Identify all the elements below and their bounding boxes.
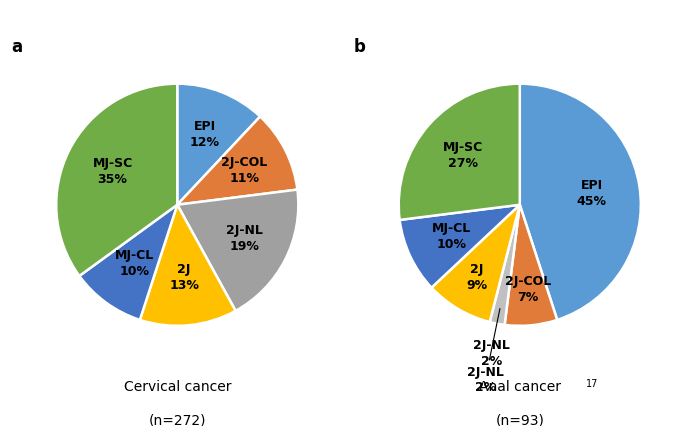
Text: a: a (11, 38, 22, 56)
Text: 17: 17 (586, 379, 599, 389)
Wedge shape (177, 116, 297, 205)
Wedge shape (490, 205, 520, 325)
Wedge shape (432, 205, 520, 322)
Text: EPI
12%: EPI 12% (190, 121, 220, 150)
Wedge shape (505, 205, 557, 326)
Text: (n=93): (n=93) (495, 414, 544, 426)
Text: (n=272): (n=272) (149, 414, 206, 426)
Text: MJ-CL
10%: MJ-CL 10% (432, 222, 471, 251)
Text: b: b (353, 38, 365, 56)
Wedge shape (140, 205, 236, 326)
Wedge shape (56, 83, 177, 276)
Text: 2J-COL
11%: 2J-COL 11% (221, 156, 267, 185)
Text: 2J-COL
7%: 2J-COL 7% (505, 275, 551, 304)
Text: EPI
45%: EPI 45% (577, 179, 606, 208)
Wedge shape (177, 190, 299, 311)
Text: 2J-NL
2%: 2J-NL 2% (473, 339, 510, 368)
Text: 2J-NL
19%: 2J-NL 19% (226, 225, 262, 253)
Wedge shape (177, 83, 260, 205)
Text: 2J
13%: 2J 13% (169, 262, 199, 291)
Text: 2J-NL
2%: 2J-NL 2% (467, 308, 503, 394)
Text: Cervical cancer: Cervical cancer (123, 380, 231, 394)
Text: MJ-CL
10%: MJ-CL 10% (115, 249, 154, 278)
Text: 2J
9%: 2J 9% (466, 263, 487, 292)
Text: MJ-SC
35%: MJ-SC 35% (92, 157, 133, 186)
Text: Anal cancer: Anal cancer (479, 380, 561, 394)
Wedge shape (399, 83, 520, 220)
Wedge shape (399, 205, 520, 288)
Wedge shape (520, 83, 641, 320)
Wedge shape (79, 205, 177, 320)
Text: MJ-SC
27%: MJ-SC 27% (443, 141, 484, 170)
